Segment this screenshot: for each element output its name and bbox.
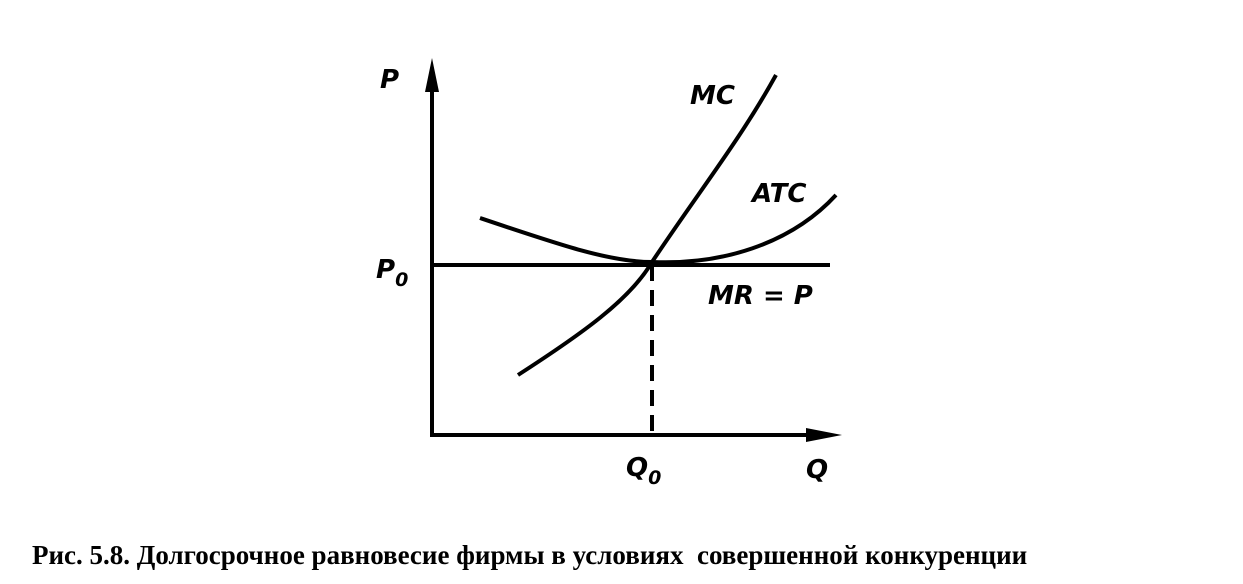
x-axis-label: Q <box>806 455 828 485</box>
mc-curve <box>516 74 778 377</box>
axes <box>430 72 838 437</box>
q0-label: Q0 <box>626 453 661 489</box>
atc-curve <box>479 193 838 265</box>
mr-label: MR = P <box>708 281 813 311</box>
p0-base: P <box>376 255 395 285</box>
atc-label: ATC <box>750 179 806 209</box>
caption: Рис. 5.8. Долгосрочное равновесие фирмы … <box>32 540 1027 570</box>
p0-label: P0 <box>376 255 408 291</box>
mc-label: MC <box>690 81 735 111</box>
x-arrow <box>806 428 842 442</box>
q0-base: Q <box>626 453 648 483</box>
y-arrow <box>425 58 439 92</box>
q0-sub: 0 <box>648 467 661 489</box>
p0-sub: 0 <box>395 269 408 291</box>
y-axis-label: P <box>380 65 399 95</box>
